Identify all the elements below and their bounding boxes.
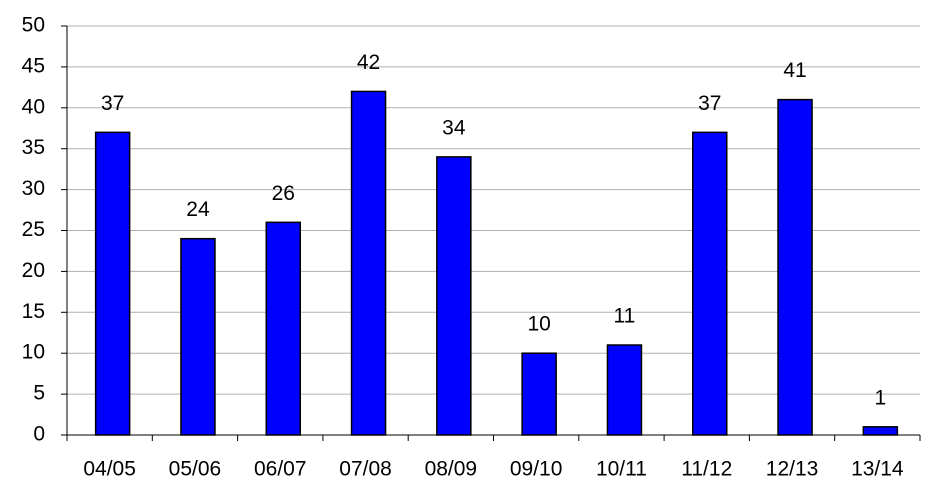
x-tick-label: 12/13 <box>766 458 819 481</box>
data-label: 26 <box>272 182 295 205</box>
bar <box>350 90 387 436</box>
x-tick-label: 13/14 <box>851 458 904 481</box>
y-tick-label: 25 <box>22 218 45 241</box>
x-tick-label: 06/07 <box>254 458 307 481</box>
bar <box>692 131 728 436</box>
bar <box>606 344 643 436</box>
data-label: 37 <box>101 92 124 115</box>
bar <box>436 156 472 436</box>
bar <box>862 426 899 436</box>
data-label: 41 <box>783 59 806 82</box>
y-tick-label: 0 <box>33 423 45 446</box>
y-tick-label: 35 <box>22 136 45 159</box>
x-tick-label: 08/09 <box>425 458 478 481</box>
bar <box>180 237 216 436</box>
y-tick-label: 10 <box>22 341 45 364</box>
x-tick-label: 09/10 <box>510 458 563 481</box>
bar <box>94 131 131 436</box>
x-tick-label: 07/08 <box>339 458 392 481</box>
x-tick-label: 11/12 <box>681 458 732 481</box>
bar <box>777 98 813 436</box>
y-tick-label: 30 <box>22 177 45 200</box>
x-tick-label: 10/11 <box>596 458 647 481</box>
data-label: 11 <box>614 305 636 328</box>
y-tick-label: 45 <box>22 54 45 77</box>
y-tick-label: 5 <box>33 382 45 405</box>
y-tick-label: 15 <box>22 300 45 323</box>
data-label: 1 <box>875 386 887 409</box>
data-label: 24 <box>186 198 210 221</box>
y-tick-label: 50 <box>22 14 45 37</box>
x-tick-label: 05/06 <box>169 458 222 481</box>
data-label: 34 <box>442 116 466 139</box>
bar <box>521 352 557 436</box>
data-label: 10 <box>527 313 550 336</box>
y-tick-label: 40 <box>22 95 45 118</box>
y-tick-label: 20 <box>22 259 45 282</box>
data-label: 42 <box>357 51 380 74</box>
data-label: 37 <box>698 92 721 115</box>
x-tick-label: 04/05 <box>83 458 136 481</box>
bar <box>265 221 301 436</box>
